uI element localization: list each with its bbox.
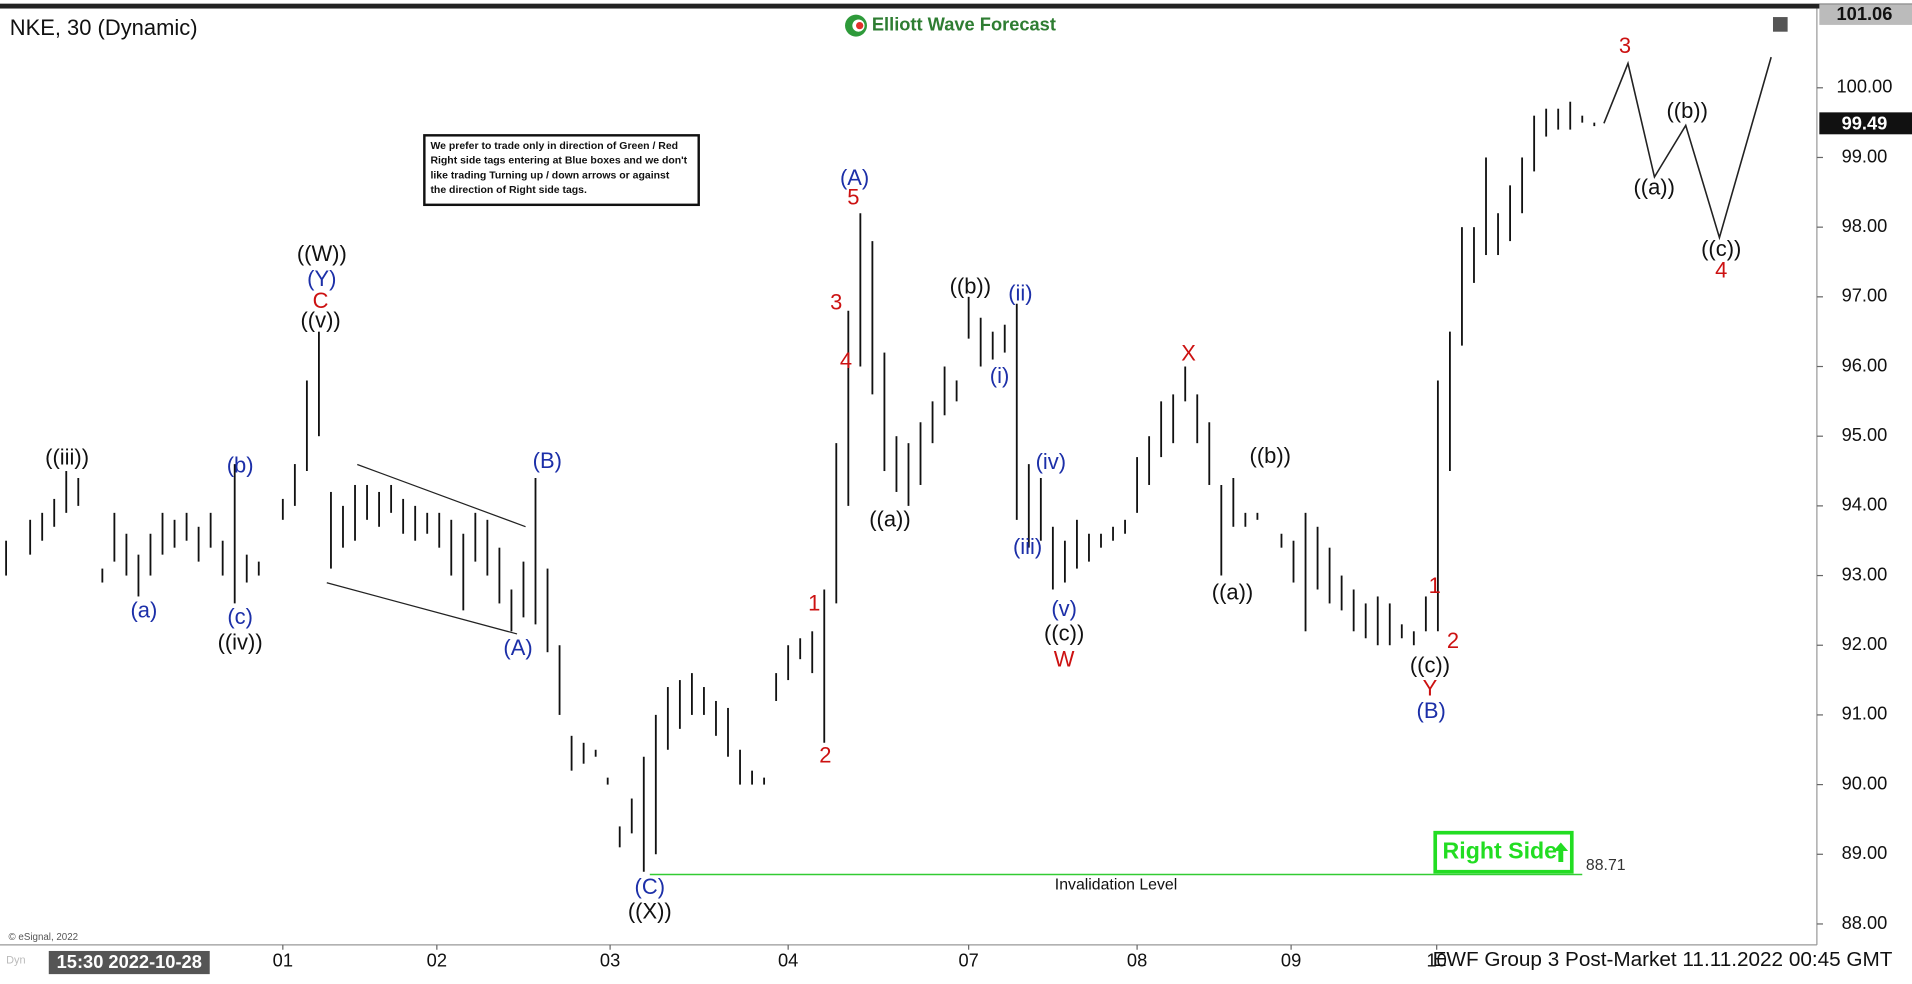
x-tick-label: 07	[958, 950, 978, 971]
y-tick-label: 97.00	[1842, 285, 1888, 306]
wave-label: C	[313, 288, 329, 313]
wave-label: ((a))	[1212, 579, 1253, 604]
copyright: © eSignal, 2022	[9, 932, 79, 943]
wave-label: ((iii))	[45, 444, 89, 469]
wave-label: (v)	[1051, 596, 1077, 621]
wave-label: 4	[840, 348, 852, 373]
y-tick-label: 94.00	[1842, 494, 1888, 515]
logo: Elliott Wave Forecast	[845, 13, 1056, 37]
wave-label: ((b))	[950, 274, 991, 299]
wave-label: ((c))	[1701, 236, 1741, 261]
axis-high-label: 101.06	[1837, 3, 1893, 24]
wave-label: 2	[819, 743, 831, 768]
footer: EWF Group 3 Post-Market 11.11.2022 00:45…	[1433, 948, 1893, 971]
wave-label: ((b))	[1250, 443, 1291, 468]
wave-label: 1	[1429, 573, 1441, 598]
wave-label: 3	[830, 290, 842, 315]
wave-label: ((a))	[869, 506, 910, 531]
wave-label: (Y)	[307, 266, 336, 291]
badge-text: Right Side	[1443, 837, 1558, 863]
wave-label: (a)	[130, 598, 157, 623]
badge-arrow	[1553, 842, 1569, 862]
top-border	[0, 3, 1912, 9]
y-tick-label: 92.00	[1842, 633, 1888, 654]
wave-label: ((X))	[628, 899, 672, 924]
note-line: Right side tags entering at Blue boxes a…	[430, 156, 687, 167]
wave-label: ((c))	[1410, 653, 1450, 678]
wave-label: W	[1054, 646, 1075, 671]
wave-label: 1	[808, 591, 820, 616]
wave-label: (c)	[227, 604, 253, 629]
wave-label: 3	[1619, 33, 1631, 58]
logo-icon-dot	[856, 21, 864, 30]
invalidation-value: 88.71	[1586, 857, 1626, 874]
wave-label: ((c))	[1044, 621, 1084, 646]
x-start-label: 15:30 2022-10-28	[57, 951, 202, 972]
x-tick-label: 08	[1127, 950, 1147, 971]
projection-path	[1603, 56, 1772, 241]
y-tick-label: 89.00	[1842, 842, 1888, 863]
wave-label: (A)	[503, 635, 532, 660]
wave-label: ((v))	[301, 308, 341, 333]
y-tick-label: 99.00	[1842, 145, 1888, 166]
wave-label: (B)	[1417, 698, 1446, 723]
chart-title: NKE, 30 (Dynamic)	[10, 15, 198, 40]
wave-label: ((b))	[1666, 98, 1707, 123]
right-side-badge: Right Side	[1433, 830, 1574, 874]
x-tick-label: 04	[778, 950, 798, 971]
x-tick-label: 10	[1427, 950, 1447, 971]
note-line: the direction of Right side tags.	[430, 185, 587, 196]
channel-line	[357, 463, 526, 528]
x-tick-label: 09	[1281, 950, 1301, 971]
wave-label: (b)	[227, 453, 254, 478]
wave-label: 5	[847, 184, 859, 209]
y-tick-label: 100.00	[1837, 76, 1893, 97]
note-line: like trading Turning up / down arrows or…	[430, 170, 669, 181]
x-tick-label: 01	[273, 950, 293, 971]
note-box	[423, 134, 700, 207]
wave-label: (B)	[533, 448, 562, 473]
wave-label: 2	[1447, 628, 1459, 653]
wave-label: (C)	[635, 874, 665, 899]
wave-label: Y	[1423, 676, 1438, 701]
y-tick-label: 98.00	[1842, 215, 1888, 236]
x-tick-label: 03	[600, 950, 620, 971]
last-price-label: 99.49	[1842, 112, 1888, 133]
wave-label: (A)	[840, 165, 869, 190]
wave-label: 4	[1715, 258, 1727, 283]
wave-label: ((a))	[1633, 175, 1674, 200]
wave-label: X	[1181, 340, 1196, 365]
y-tick-label: 91.00	[1842, 703, 1888, 724]
y-tick-label: 90.00	[1842, 772, 1888, 793]
y-tick-label: 96.00	[1842, 354, 1888, 375]
wave-label: (iii)	[1013, 534, 1042, 559]
x-start-box	[48, 950, 210, 975]
window-button[interactable]	[1772, 17, 1788, 32]
corner-label: Dyn	[6, 955, 26, 967]
invalidation-label: Invalidation Level	[1055, 877, 1177, 894]
channel-line	[326, 582, 518, 635]
wave-label: (iv)	[1036, 449, 1066, 474]
x-tick-label: 02	[427, 950, 447, 971]
badge-frame	[1433, 830, 1574, 874]
y-tick-label: 93.00	[1842, 563, 1888, 584]
wave-label: ((iv))	[218, 630, 263, 655]
wave-label: (i)	[990, 363, 1010, 388]
y-tick-label: 88.00	[1842, 912, 1888, 933]
note-line: We prefer to trade only in direction of …	[430, 141, 678, 152]
logo-text: Elliott Wave Forecast	[872, 13, 1056, 34]
high-box	[1819, 4, 1912, 25]
wave-label: (ii)	[1008, 281, 1032, 306]
wave-label: ((W))	[297, 241, 347, 266]
y-tick-label: 95.00	[1842, 424, 1888, 445]
last-price-box	[1819, 112, 1912, 135]
